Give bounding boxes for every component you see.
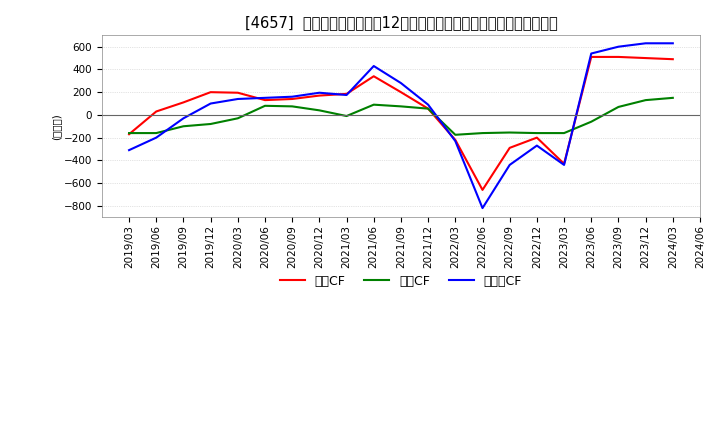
営業CF (369, 73, 378, 79)
フリーCF (668, 40, 677, 46)
営業CF (207, 89, 215, 95)
フリーCF (424, 102, 433, 107)
フリーCF (288, 94, 297, 99)
フリーCF (207, 101, 215, 106)
フリーCF (642, 40, 650, 46)
投資CF (152, 130, 161, 136)
投資CF (342, 114, 351, 119)
投資CF (614, 104, 623, 110)
フリーCF (451, 139, 459, 144)
フリーCF (152, 135, 161, 140)
フリーCF (478, 205, 487, 211)
営業CF (587, 54, 595, 59)
Legend: 営業CF, 投資CF, フリーCF: 営業CF, 投資CF, フリーCF (274, 270, 527, 293)
営業CF (152, 109, 161, 114)
営業CF (533, 135, 541, 140)
営業CF (179, 100, 188, 105)
営業CF (505, 145, 514, 150)
フリーCF (614, 44, 623, 49)
営業CF (125, 132, 133, 137)
投資CF (642, 98, 650, 103)
投資CF (668, 95, 677, 100)
フリーCF (533, 143, 541, 148)
営業CF (233, 90, 242, 95)
投資CF (125, 130, 133, 136)
投資CF (207, 121, 215, 127)
投資CF (451, 132, 459, 137)
営業CF (261, 98, 269, 103)
投資CF (288, 104, 297, 109)
フリーCF (342, 92, 351, 98)
フリーCF (559, 162, 568, 168)
フリーCF (397, 81, 405, 86)
営業CF (451, 137, 459, 143)
Line: 投資CF: 投資CF (129, 98, 672, 135)
Line: 営業CF: 営業CF (129, 57, 672, 190)
投資CF (261, 103, 269, 108)
投資CF (559, 130, 568, 136)
フリーCF (125, 147, 133, 153)
投資CF (233, 116, 242, 121)
投資CF (587, 119, 595, 125)
Y-axis label: (百万円): (百万円) (51, 113, 61, 139)
営業CF (668, 57, 677, 62)
投資CF (533, 130, 541, 136)
投資CF (424, 106, 433, 111)
フリーCF (315, 90, 324, 95)
営業CF (614, 54, 623, 59)
フリーCF (369, 63, 378, 69)
フリーCF (233, 96, 242, 102)
投資CF (179, 124, 188, 129)
投資CF (478, 130, 487, 136)
フリーCF (261, 95, 269, 100)
Title: [4657]  キャッシュフローの12か月移動合計の対前年同期増減額の推移: [4657] キャッシュフローの12か月移動合計の対前年同期増減額の推移 (245, 15, 557, 30)
営業CF (642, 55, 650, 61)
営業CF (342, 91, 351, 96)
フリーCF (505, 162, 514, 168)
営業CF (288, 96, 297, 102)
営業CF (559, 161, 568, 166)
Line: フリーCF: フリーCF (129, 43, 672, 208)
営業CF (315, 93, 324, 98)
営業CF (424, 106, 433, 111)
投資CF (315, 108, 324, 113)
営業CF (397, 89, 405, 95)
フリーCF (179, 116, 188, 121)
投資CF (397, 104, 405, 109)
投資CF (369, 102, 378, 107)
投資CF (505, 130, 514, 135)
フリーCF (587, 51, 595, 56)
営業CF (478, 187, 487, 193)
